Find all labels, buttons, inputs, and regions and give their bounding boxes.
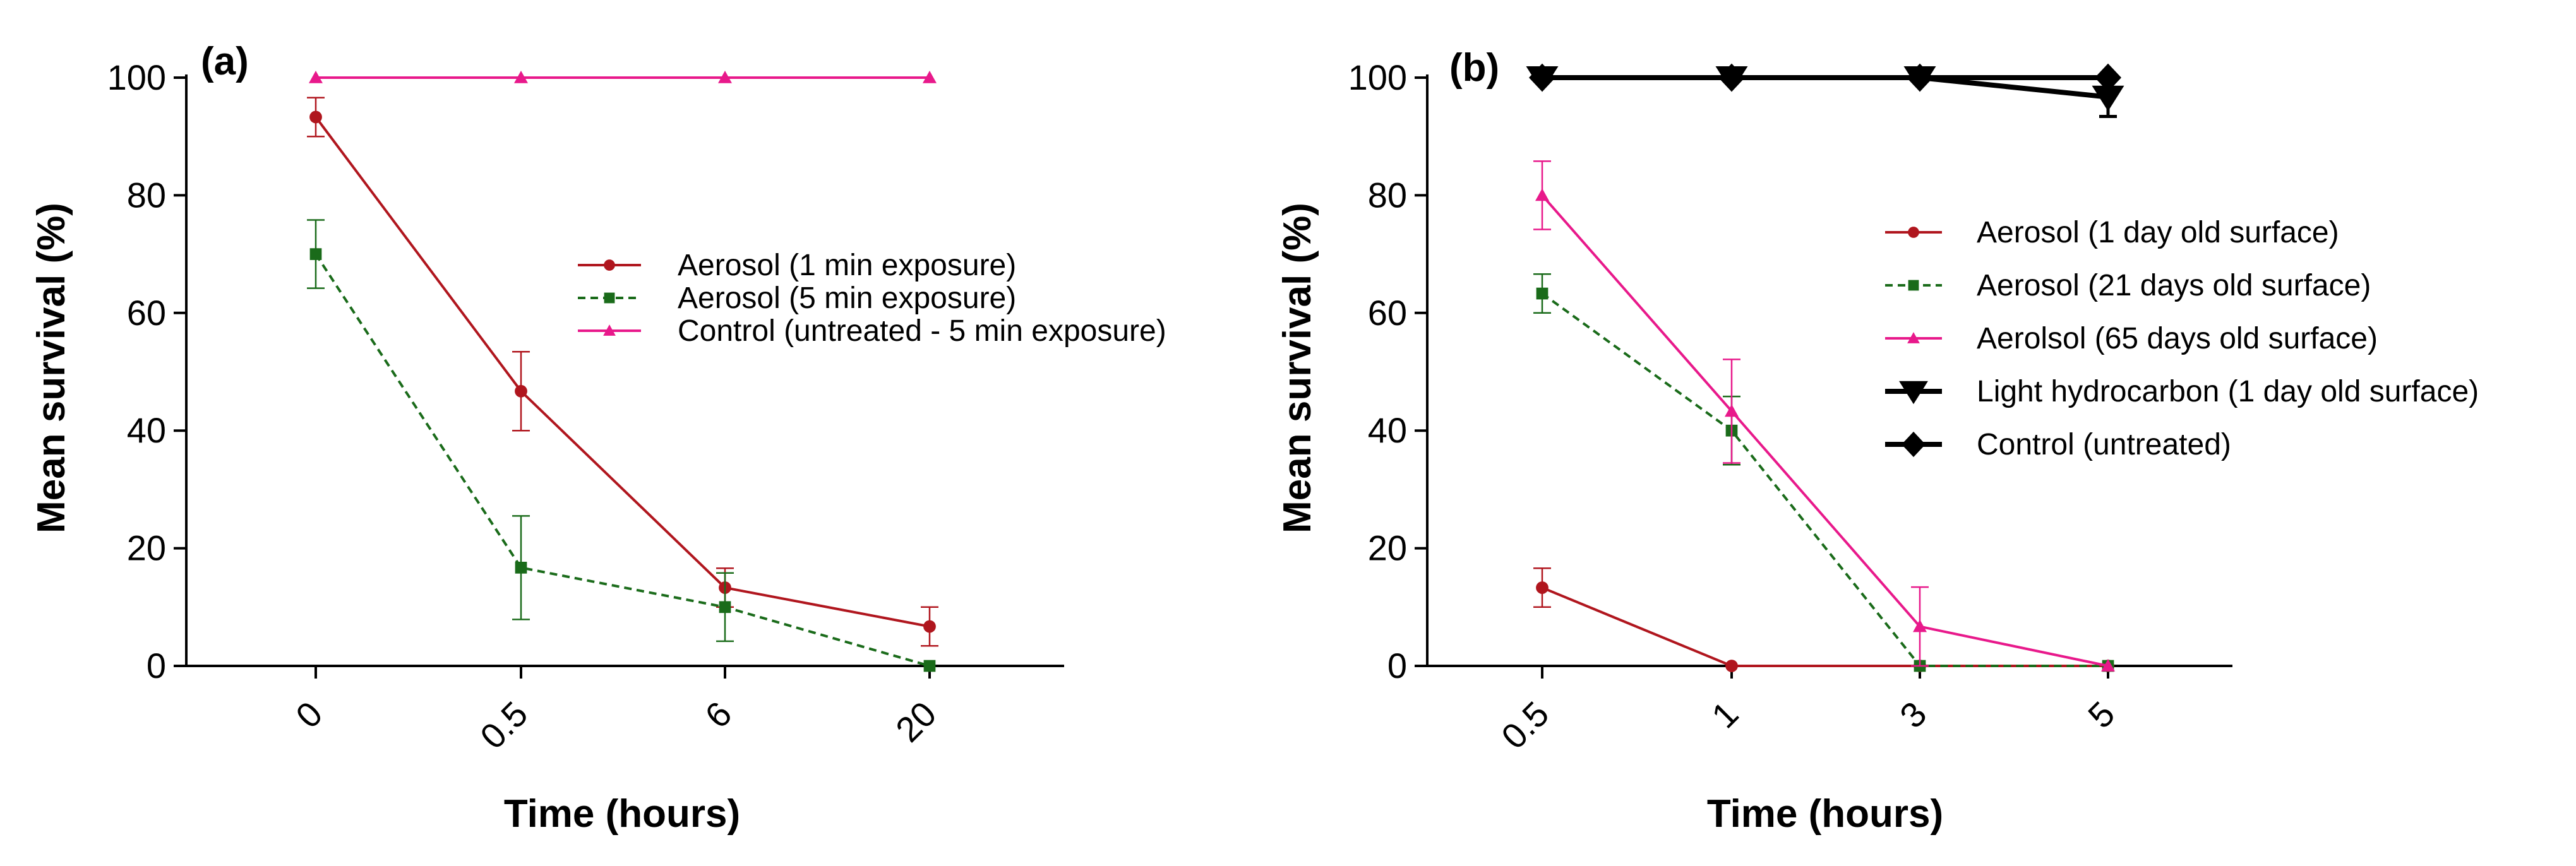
panel-a-x-axis-title: Time (hours) — [504, 792, 740, 836]
data-point — [1913, 619, 1927, 632]
y-tick-label: 20 — [1368, 528, 1407, 568]
data-point — [923, 71, 937, 83]
series-3 — [1533, 160, 2115, 672]
panel-b-x-axis-title: Time (hours) — [1707, 792, 1943, 836]
data-point — [1535, 188, 1549, 201]
x-tick-label: 0 — [288, 694, 330, 736]
panel-a-marks — [307, 71, 938, 672]
legend-marker — [1902, 431, 1926, 458]
panel-a-label: (a) — [201, 40, 249, 83]
legend-label: Aerosol (5 min exposure) — [678, 282, 1016, 315]
panel-b-label: (b) — [1449, 46, 1499, 90]
legend-label: Aerosol (21 days old surface) — [1977, 269, 2371, 302]
y-tick-label: 20 — [127, 528, 166, 568]
x-tick-label: 1 — [1704, 694, 1746, 736]
series-line — [315, 253, 930, 667]
x-tick-label: 5 — [2080, 694, 2123, 736]
y-tick-label: 0 — [147, 646, 166, 685]
y-tick-label: 60 — [1368, 293, 1407, 333]
y-tick-label: 100 — [107, 57, 166, 97]
legend-marker — [1907, 332, 1920, 343]
y-tick-label: 80 — [127, 175, 166, 215]
data-point — [923, 620, 936, 633]
series-line — [1542, 586, 2108, 667]
panel-b-y-axis-title: Mean survival (%) — [1276, 203, 1319, 533]
legend-label: Aerolsol (65 days old surface) — [1977, 322, 2378, 355]
series-2 — [307, 219, 936, 672]
panel-a: (a) Mean survival (%) Time (hours) 0 20 40… — [30, 40, 1166, 836]
data-point — [514, 71, 528, 83]
panel-b-marks — [1526, 63, 2124, 672]
data-point — [2092, 85, 2124, 112]
data-point — [2101, 659, 2115, 672]
series-line — [1542, 75, 2109, 100]
x-tick-label: 0.5 — [472, 694, 536, 757]
data-point — [309, 248, 322, 260]
legend-marker — [604, 292, 615, 304]
legend-marker — [603, 324, 616, 336]
data-point — [2095, 63, 2121, 92]
data-point — [515, 384, 527, 398]
y-tick-label: 40 — [127, 410, 166, 450]
legend-marker — [604, 259, 615, 271]
y-tick-label: 100 — [1348, 57, 1407, 97]
y-tick-label: 80 — [1368, 175, 1407, 215]
y-tick-label: 40 — [1368, 410, 1407, 450]
series-1 — [1533, 567, 2114, 672]
panel-a-y-axis-title: Mean survival (%) — [30, 203, 73, 533]
data-point — [1725, 404, 1739, 417]
data-point — [1718, 63, 1745, 92]
data-point — [923, 660, 936, 672]
legend-marker — [1899, 381, 1928, 405]
series-line — [1541, 194, 2109, 667]
x-tick-label: 20 — [888, 694, 944, 750]
y-tick-label: 0 — [1387, 646, 1407, 685]
data-point — [1907, 63, 1933, 92]
data-point — [1529, 63, 1555, 92]
series-line — [315, 116, 930, 628]
series-line — [1541, 292, 2108, 667]
panel-b: (b) Mean survival (%) Time (hours) 0 20 40… — [1276, 46, 2479, 836]
data-point — [719, 601, 731, 614]
data-point — [515, 562, 527, 574]
series-4 — [1526, 66, 2124, 119]
legend-label: Control (untreated - 5 min exposure) — [678, 314, 1166, 348]
panel-a-axes: 0 20 40 60 80 100 0 0.5 6 20 — [107, 57, 1064, 757]
panel-a-legend: Aerosol (1 min exposure)Aerosol (5 min e… — [578, 249, 1166, 348]
legend-marker — [1908, 280, 1919, 291]
series-3 — [309, 71, 937, 83]
data-point — [309, 71, 323, 83]
panel-b-legend: Aerosol (1 day old surface) Aerosol (21 d… — [1885, 216, 2479, 461]
x-tick-label: 3 — [1892, 694, 1934, 736]
data-point — [1536, 287, 1549, 300]
legend-label: Aerosol (1 day old surface) — [1977, 216, 2339, 249]
series-5 — [1529, 63, 2121, 92]
data-point — [309, 110, 322, 124]
legend-label: Control (untreated) — [1977, 428, 2231, 461]
legend-marker — [1908, 227, 1919, 238]
legend-label: Light hydrocarbon (1 day old surface) — [1977, 375, 2479, 408]
x-tick-label: 6 — [697, 694, 740, 736]
y-tick-label: 60 — [127, 293, 166, 333]
data-point — [718, 71, 732, 83]
legend-label: Aerosol (1 min exposure) — [678, 249, 1016, 282]
data-point — [1536, 581, 1549, 594]
x-tick-label: 0.5 — [1494, 694, 1557, 757]
series-1 — [307, 97, 938, 647]
data-point — [1725, 660, 1738, 672]
